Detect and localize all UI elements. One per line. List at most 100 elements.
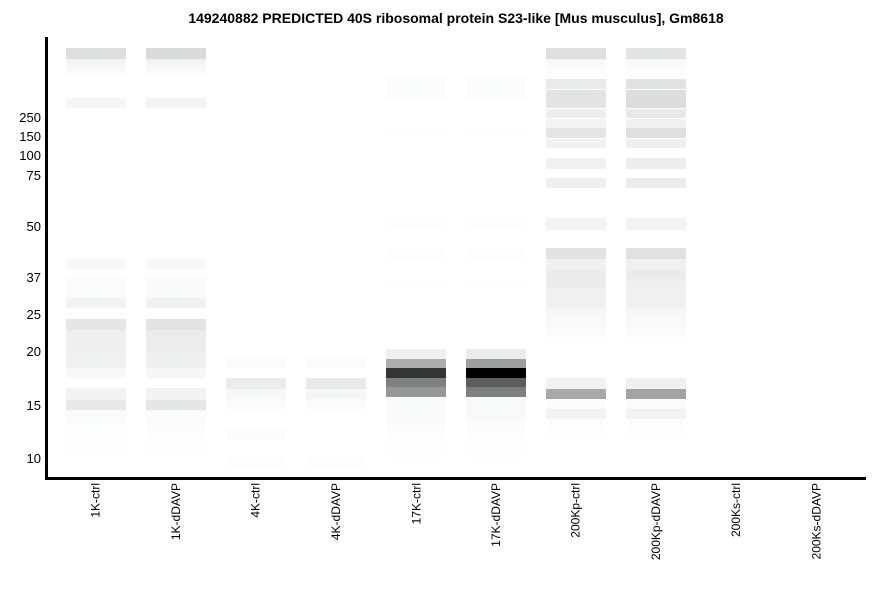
- gel-band: [546, 419, 606, 439]
- gel-band: [546, 90, 606, 108]
- x-axis-lane-label: 4K-dDAVP: [329, 483, 343, 541]
- gel-band: [626, 269, 686, 279]
- x-axis-lane-label: 200Ks-dDAVP: [809, 483, 823, 560]
- y-axis-tick-label: 50: [26, 219, 41, 234]
- gel-band: [626, 389, 686, 399]
- gel-band: [626, 378, 686, 389]
- gel-band: [386, 387, 446, 397]
- gel-band: [386, 248, 446, 259]
- gel-band: [546, 288, 606, 308]
- gel-band: [226, 409, 286, 421]
- gel-band: [146, 259, 206, 269]
- x-axis-line: [45, 477, 866, 480]
- gel-band: [626, 399, 686, 409]
- y-axis-tick-label: 75: [26, 168, 41, 183]
- gel-band: [306, 455, 366, 467]
- gel-band: [386, 397, 446, 422]
- gel-band: [546, 409, 606, 419]
- y-axis-tick-label: 10: [26, 451, 41, 466]
- gel-band: [546, 259, 606, 269]
- gel-band: [66, 319, 126, 330]
- gel-band: [466, 349, 526, 359]
- gel-band: [66, 352, 126, 368]
- y-axis-tick-label: 15: [26, 398, 41, 413]
- gel-band: [146, 422, 206, 464]
- gel-band: [226, 378, 286, 389]
- gel-band: [466, 359, 526, 368]
- gel-band: [146, 319, 206, 330]
- y-axis-tick-label: 150: [19, 129, 41, 144]
- gel-band: [626, 288, 686, 308]
- gel-band: [546, 59, 606, 78]
- gel-band: [546, 269, 606, 288]
- gel-band: [66, 410, 126, 422]
- gel-band: [466, 248, 526, 259]
- gel-band: [546, 128, 606, 138]
- gel-band: [146, 98, 206, 108]
- x-axis-lane-label: 200Kp-dDAVP: [649, 483, 663, 561]
- gel-band: [626, 178, 686, 188]
- gel-band: [386, 378, 446, 387]
- x-axis-lane-label: 1K-ctrl: [89, 483, 103, 518]
- gel-band: [546, 399, 606, 409]
- y-axis-tick-label: 100: [19, 148, 41, 163]
- gel-band: [466, 78, 526, 98]
- gel-band: [626, 48, 686, 59]
- gel-band: [626, 59, 686, 78]
- gel-band: [226, 456, 286, 467]
- gel-band: [66, 400, 126, 410]
- gel-band: [146, 298, 206, 308]
- gel-band: [146, 48, 206, 59]
- gel-band: [466, 218, 526, 229]
- gel-band: [546, 109, 606, 118]
- gel-band: [546, 79, 606, 89]
- gel-band: [546, 178, 606, 188]
- gel-band: [386, 128, 446, 138]
- gel-band: [66, 330, 126, 352]
- gel-band: [546, 218, 606, 230]
- gel-band: [66, 259, 126, 269]
- gel-band: [466, 422, 526, 465]
- gel-band: [626, 409, 686, 419]
- gel-band: [306, 399, 366, 409]
- y-axis-tick-label: 37: [26, 270, 41, 285]
- gel-band: [66, 59, 126, 78]
- x-axis-lane-label: 17K-dDAVP: [489, 483, 503, 547]
- gel-band: [466, 397, 526, 422]
- gel-band: [66, 278, 126, 298]
- x-axis-lane-label: 1K-dDAVP: [169, 483, 183, 541]
- gel-band: [226, 357, 286, 368]
- gel-band: [386, 368, 446, 378]
- x-axis-lane-label: 200Ks-ctrl: [729, 483, 743, 538]
- gel-band: [306, 357, 366, 368]
- gel-band: [626, 248, 686, 259]
- gel-band: [626, 259, 686, 269]
- gel-band: [626, 158, 686, 169]
- gel-band: [306, 389, 366, 399]
- gel-band: [226, 389, 286, 399]
- gel-band: [66, 368, 126, 378]
- gel-band: [386, 349, 446, 359]
- gel-band: [546, 389, 606, 399]
- gel-band: [386, 359, 446, 368]
- gel-band: [546, 308, 606, 345]
- gel-band: [386, 78, 446, 98]
- y-axis-line: [45, 37, 48, 480]
- gel-band: [386, 422, 446, 465]
- x-axis-lane-label: 17K-ctrl: [409, 483, 423, 525]
- y-axis-tick-label: 250: [19, 110, 41, 125]
- gel-band: [226, 399, 286, 409]
- gel-band: [306, 409, 366, 421]
- gel-band: [466, 378, 526, 387]
- gel-band: [386, 218, 446, 229]
- gel-band: [546, 139, 606, 148]
- gel-band: [546, 378, 606, 389]
- gel-band: [546, 48, 606, 59]
- gel-band: [626, 308, 686, 345]
- x-axis-lane-label: 200Kp-ctrl: [569, 483, 583, 538]
- gel-band: [66, 48, 126, 59]
- gel-band: [626, 90, 686, 108]
- gel-band: [626, 279, 686, 288]
